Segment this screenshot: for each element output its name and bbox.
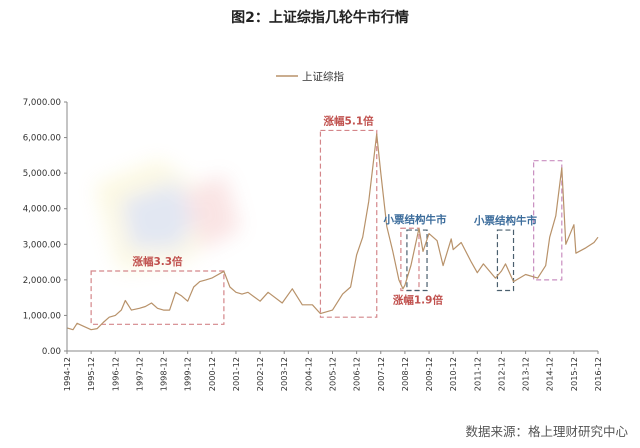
x-tick-label: 1994-12	[62, 357, 72, 391]
x-tick-label: 2011-12	[472, 357, 482, 391]
x-tick-label: 2000-12	[207, 357, 217, 391]
annotation-label: 涨幅1.9倍	[393, 294, 444, 307]
x-tick-label: 2002-12	[255, 357, 265, 391]
y-axis-ticks: 0.00 1,000.00 2,000.00 3,000.00 4,000.00 5,00…	[23, 98, 67, 357]
chart-title: 图2：上证综指几轮牛市行情	[231, 10, 409, 26]
annotation-label: 涨幅5.1倍	[324, 114, 375, 127]
source-note: 数据来源：格上理财研究中心	[465, 424, 628, 439]
legend-label: 上证综指	[302, 70, 344, 83]
y-tick-label: 1,000.00	[23, 311, 61, 321]
y-tick-label: 4,000.00	[23, 205, 61, 215]
legend: 上证综指	[276, 70, 344, 83]
x-tick-label: 2001-12	[231, 357, 241, 391]
watermark-logo	[95, 160, 240, 270]
x-tick-label: 2016-12	[593, 357, 603, 391]
x-tick-label: 1998-12	[159, 357, 169, 391]
y-tick-label: 7,000.00	[23, 98, 61, 108]
x-tick-label: 2007-12	[376, 357, 386, 391]
x-axis-ticks: 1994-12 1995-12 1996-12 1997-12 1998-12 1999-…	[62, 351, 603, 391]
y-tick-label: 2,000.00	[23, 276, 61, 286]
x-tick-label: 1997-12	[134, 357, 144, 391]
annotation-box	[319, 129, 378, 318]
x-tick-label: 2013-12	[521, 357, 531, 391]
series-line-shanghai-composite	[66, 133, 599, 331]
annotation-label: 小票结构牛市	[382, 213, 446, 226]
annotation-box	[406, 229, 428, 292]
x-tick-label: 1995-12	[86, 357, 96, 391]
annotation-label: 涨幅3.3倍	[132, 255, 183, 268]
x-tick-label: 2008-12	[400, 357, 410, 391]
x-tick-label: 2003-12	[279, 357, 289, 391]
annotation-box	[533, 160, 563, 281]
x-tick-label: 2015-12	[569, 357, 579, 391]
y-tick-label: 0.00	[42, 347, 61, 357]
annotation-box	[496, 229, 515, 292]
annotation-label: 小票结构牛市	[473, 214, 537, 227]
x-tick-label: 2010-12	[448, 357, 458, 391]
x-tick-label: 1999-12	[183, 357, 193, 391]
y-tick-label: 5,000.00	[23, 169, 61, 179]
x-tick-label: 2012-12	[496, 357, 506, 391]
annotation-box	[90, 270, 225, 325]
x-tick-label: 1996-12	[110, 357, 120, 391]
x-tick-label: 2006-12	[352, 357, 362, 391]
x-tick-label: 2009-12	[424, 357, 434, 391]
x-tick-label: 2014-12	[545, 357, 555, 391]
annotation-boxes	[90, 129, 563, 325]
x-tick-label: 2005-12	[328, 357, 338, 391]
y-tick-label: 3,000.00	[23, 240, 61, 250]
annotation-box	[400, 227, 420, 292]
y-tick-label: 6,000.00	[23, 134, 61, 144]
x-tick-label: 2004-12	[303, 357, 313, 391]
